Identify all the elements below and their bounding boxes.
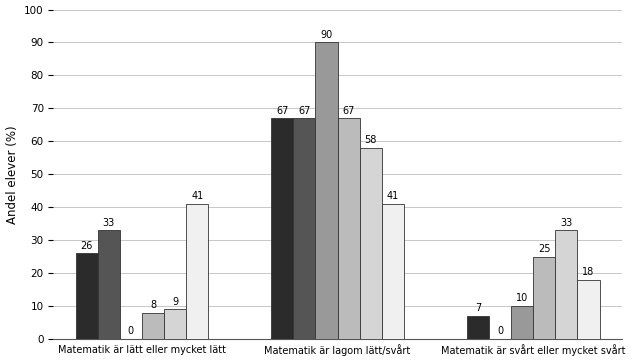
Bar	[315, 42, 338, 339]
Bar	[467, 316, 489, 339]
Text: 67: 67	[342, 106, 355, 115]
Bar	[76, 253, 98, 339]
Bar	[142, 313, 164, 339]
Text: 26: 26	[80, 241, 93, 251]
Bar	[382, 204, 404, 339]
Bar	[577, 280, 600, 339]
Text: 10: 10	[516, 294, 528, 303]
Bar	[511, 306, 534, 339]
Bar	[271, 118, 293, 339]
Text: 33: 33	[560, 218, 573, 228]
Text: 9: 9	[172, 297, 178, 307]
Text: 18: 18	[582, 267, 594, 277]
Text: 41: 41	[191, 191, 204, 201]
Text: 58: 58	[365, 135, 377, 145]
Text: 0: 0	[128, 327, 134, 336]
Text: 25: 25	[538, 244, 550, 254]
Bar	[360, 148, 382, 339]
Bar	[98, 230, 120, 339]
Text: 67: 67	[298, 106, 311, 115]
Text: 67: 67	[276, 106, 288, 115]
Bar	[293, 118, 315, 339]
Text: 8: 8	[150, 300, 156, 310]
Y-axis label: Andel elever (%): Andel elever (%)	[6, 125, 19, 224]
Bar	[534, 257, 555, 339]
Text: 33: 33	[103, 218, 115, 228]
Bar	[555, 230, 577, 339]
Text: 90: 90	[320, 30, 333, 40]
Bar	[164, 310, 186, 339]
Bar	[186, 204, 208, 339]
Bar	[338, 118, 360, 339]
Text: 41: 41	[386, 191, 399, 201]
Text: 0: 0	[497, 327, 503, 336]
Text: 7: 7	[475, 303, 481, 313]
